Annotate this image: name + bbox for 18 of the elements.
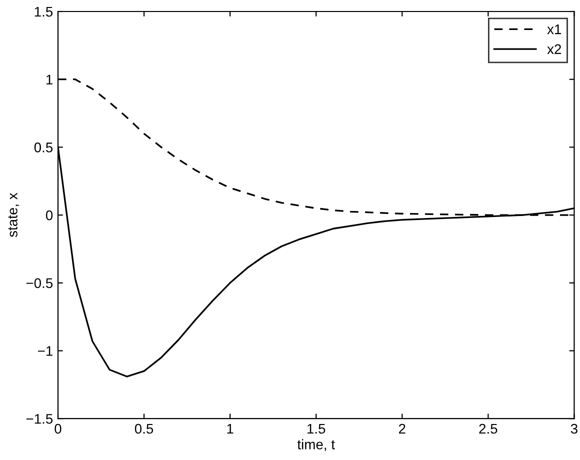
x-tick-label: 0 <box>54 424 62 434</box>
y-tick-label: −1 <box>38 346 52 356</box>
legend-label: x1 <box>547 24 562 34</box>
y-tick-label: 1.5 <box>34 6 53 17</box>
y-axis-title: state, x <box>8 192 20 238</box>
x-axis-title: time, t <box>297 439 335 452</box>
y-tick-label: −0.5 <box>26 278 53 288</box>
legend-label: x2 <box>547 44 562 54</box>
x-tick-label: 1 <box>227 424 234 434</box>
y-tick-label: 1 <box>46 74 52 84</box>
x-tick-label: 2.5 <box>479 424 498 434</box>
x-tick-label: 2 <box>398 424 406 434</box>
x-tick-label: 3 <box>570 424 578 434</box>
x-tick-label: 0.5 <box>134 424 154 434</box>
y-tick-label: 0.5 <box>34 142 53 152</box>
x-tick-label: 1.5 <box>308 424 326 434</box>
y-tick-label: −1.5 <box>26 414 53 424</box>
y-tick-label: 0 <box>46 210 53 220</box>
